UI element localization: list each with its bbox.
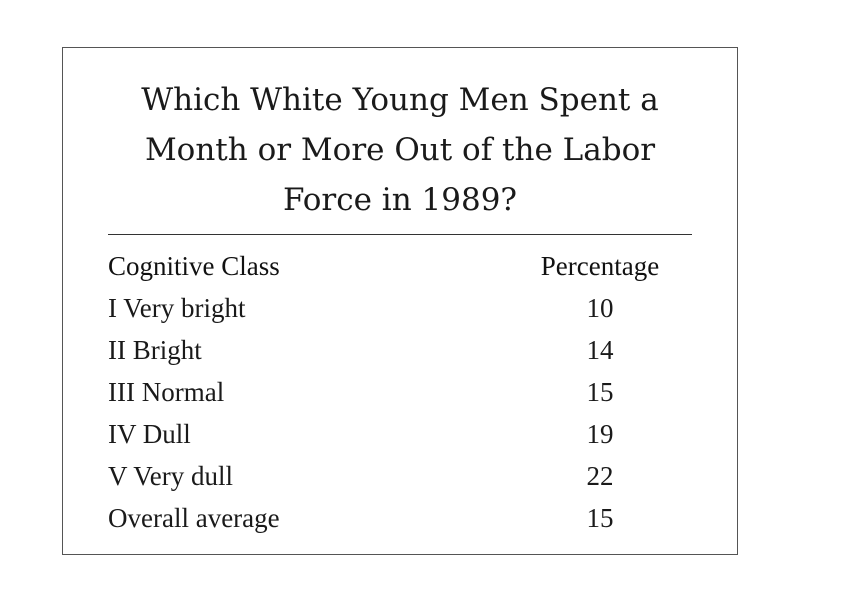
table-header-row: Cognitive Class Percentage (108, 245, 692, 287)
percentage-cell: 22 (586, 460, 614, 491)
column-header-percentage: Percentage (540, 250, 660, 281)
table-body: I Very bright 10 II Bright 14 III Normal 15 IV… (108, 287, 692, 539)
cognitive-class-cell: I Very bright (108, 292, 246, 323)
cognitive-class-cell: III Normal (108, 376, 225, 407)
table-row: III Normal 15 (108, 371, 692, 413)
table-row: I Very bright 10 (108, 287, 692, 329)
table-row: IV Dull 19 (108, 413, 692, 455)
cognitive-class-cell: II Bright (108, 334, 202, 365)
cognitive-class-cell: V Very dull (108, 460, 234, 491)
percentage-cell: 10 (586, 292, 614, 323)
cognitive-class-cell: Overall average (108, 502, 280, 533)
table-row: Overall average 15 (108, 497, 692, 539)
table-frame: Which White Young Men Spent a Month or M… (62, 47, 738, 555)
table-row: V Very dull 22 (108, 455, 692, 497)
cognitive-class-cell: IV Dull (108, 418, 191, 449)
percentage-cell: 19 (586, 418, 614, 449)
title-divider (108, 234, 692, 235)
percentage-cell: 15 (586, 376, 614, 407)
table-row: II Bright 14 (108, 329, 692, 371)
table-title: Which White Young Men Spent a Month or M… (141, 82, 659, 218)
data-table: Cognitive Class Percentage I Very bright… (108, 245, 692, 539)
percentage-cell: 15 (586, 502, 614, 533)
percentage-cell: 14 (586, 334, 614, 365)
column-header-cognitive-class: Cognitive Class (108, 250, 280, 281)
